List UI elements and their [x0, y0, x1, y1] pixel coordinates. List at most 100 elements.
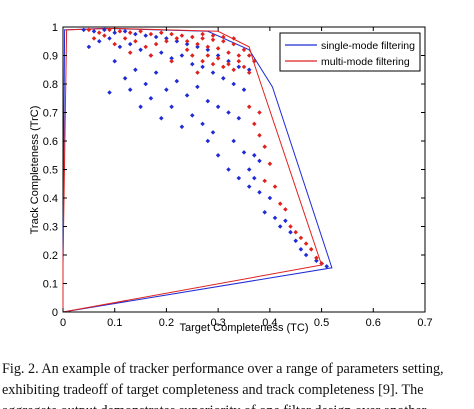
data-point-single	[231, 81, 236, 87]
data-point-multi	[246, 70, 252, 75]
data-point-single	[138, 47, 143, 53]
data-point-single	[215, 53, 221, 58]
data-point-multi	[102, 33, 107, 38]
data-point-multi	[210, 37, 216, 43]
x-tick-label: 0.4	[262, 317, 277, 329]
data-point-multi	[205, 53, 211, 58]
caption-line: Fig. 2. An example of tracker performanc…	[2, 361, 444, 377]
data-point-single	[133, 67, 138, 73]
legend-label-multi: multi-mode filtering	[321, 56, 410, 68]
plot-frame	[62, 26, 426, 313]
data-point-single	[127, 41, 133, 47]
data-point-multi	[127, 30, 133, 35]
data-point-multi	[231, 36, 236, 41]
data-point-single	[107, 36, 112, 41]
data-point-single	[81, 27, 86, 33]
data-point-multi	[200, 31, 205, 37]
y-tick-label: 0.8	[43, 79, 58, 91]
data-point-multi	[298, 235, 304, 241]
caption-line: aggregate output demonstrates superiorit…	[2, 401, 474, 409]
data-point-single	[164, 87, 169, 92]
data-point-multi	[127, 50, 133, 55]
data-point-single	[127, 87, 133, 92]
hull-lines	[62, 27, 333, 313]
data-point-single	[174, 38, 180, 44]
data-point-multi	[246, 53, 252, 58]
y-tick-label: 0.7	[43, 108, 58, 120]
data-point-single	[303, 252, 309, 258]
legend: single-mode filtering multi-mode filteri…	[279, 32, 421, 72]
data-point-single	[133, 31, 138, 37]
data-point-single	[86, 44, 92, 50]
y-tick-label: 0.4	[43, 193, 58, 205]
data-point-single	[112, 58, 117, 64]
data-point-multi	[262, 144, 267, 149]
data-point-multi	[86, 27, 92, 33]
data-point-single	[91, 29, 97, 34]
x-tick-label: 0.2	[159, 317, 174, 329]
data-point-multi	[169, 31, 174, 37]
data-point-multi	[96, 30, 102, 35]
data-point-single	[143, 81, 148, 87]
data-point-multi	[143, 44, 148, 50]
data-point-single	[159, 50, 164, 55]
data-point-multi	[293, 229, 298, 235]
data-point-multi	[164, 38, 169, 44]
data-point-multi	[241, 47, 247, 53]
data-point-single	[148, 96, 154, 101]
y-tick-label: 0.6	[43, 136, 58, 148]
x-ticks: 0 0.1 0.2 0.3 0.4 0.5 0.6 0.7	[60, 27, 433, 329]
data-point-single	[272, 215, 278, 221]
x-tick-label: 0	[60, 317, 66, 329]
data-point-multi	[195, 41, 200, 47]
legend-box	[279, 32, 421, 72]
y-tick-label: 0.9	[43, 51, 58, 63]
data-point-single	[246, 67, 252, 73]
data-point-multi	[184, 47, 190, 53]
data-point-multi	[179, 33, 185, 38]
y-ticks: 0 0.1 0.2 0.3 0.4 0.5 0.6 0.7 0.8 0.9 1	[43, 22, 425, 319]
data-point-multi	[314, 255, 319, 261]
data-point-single	[179, 53, 185, 58]
data-point-multi	[221, 34, 226, 40]
data-point-single	[112, 30, 117, 35]
data-point-single	[164, 36, 169, 41]
data-point-single	[153, 34, 159, 40]
data-point-multi	[231, 67, 236, 73]
hull-line-multi	[62, 27, 323, 313]
data-point-single	[169, 56, 174, 61]
data-point-multi	[231, 41, 236, 47]
data-point-single	[205, 47, 211, 53]
figure-caption: Fig. 2. An example of tracker performanc…	[2, 359, 474, 409]
data-point-single	[102, 27, 107, 33]
y-axis-title: Track Completeness (TrC)	[29, 106, 41, 235]
y-tick-label: 0.2	[43, 250, 58, 262]
x-axis-title: Target Completeness (TC)	[180, 322, 309, 334]
data-point-single	[143, 33, 148, 38]
data-point-multi	[107, 27, 112, 33]
data-point-multi	[190, 34, 195, 40]
y-tick-label: 0.3	[43, 222, 58, 234]
legend-label-single: single-mode filtering	[321, 40, 415, 52]
data-point-multi	[153, 41, 159, 47]
y-tick-label: 0.5	[43, 165, 58, 177]
data-point-multi	[262, 178, 267, 184]
x-tick-label: 0.5	[314, 317, 329, 329]
data-point-single	[288, 229, 293, 235]
data-point-multi	[226, 50, 231, 55]
x-tick-label: 0.7	[417, 317, 432, 329]
data-point-multi	[236, 53, 242, 58]
y-tick-label: 0	[52, 307, 58, 319]
data-point-single	[257, 158, 262, 164]
data-point-multi	[246, 104, 252, 110]
data-point-multi	[277, 201, 283, 206]
data-point-single	[107, 90, 112, 95]
data-point-single	[324, 264, 329, 269]
data-point-multi	[138, 29, 143, 34]
data-point-single	[97, 38, 102, 44]
x-tick-label: 0.1	[107, 317, 122, 329]
data-point-multi	[91, 36, 97, 41]
scatter-plot: 0 0.1 0.2 0.3 0.4 0.5 0.6 0.7 00.10.20.30.40.50…	[29, 22, 433, 334]
data-point-multi	[122, 36, 128, 41]
